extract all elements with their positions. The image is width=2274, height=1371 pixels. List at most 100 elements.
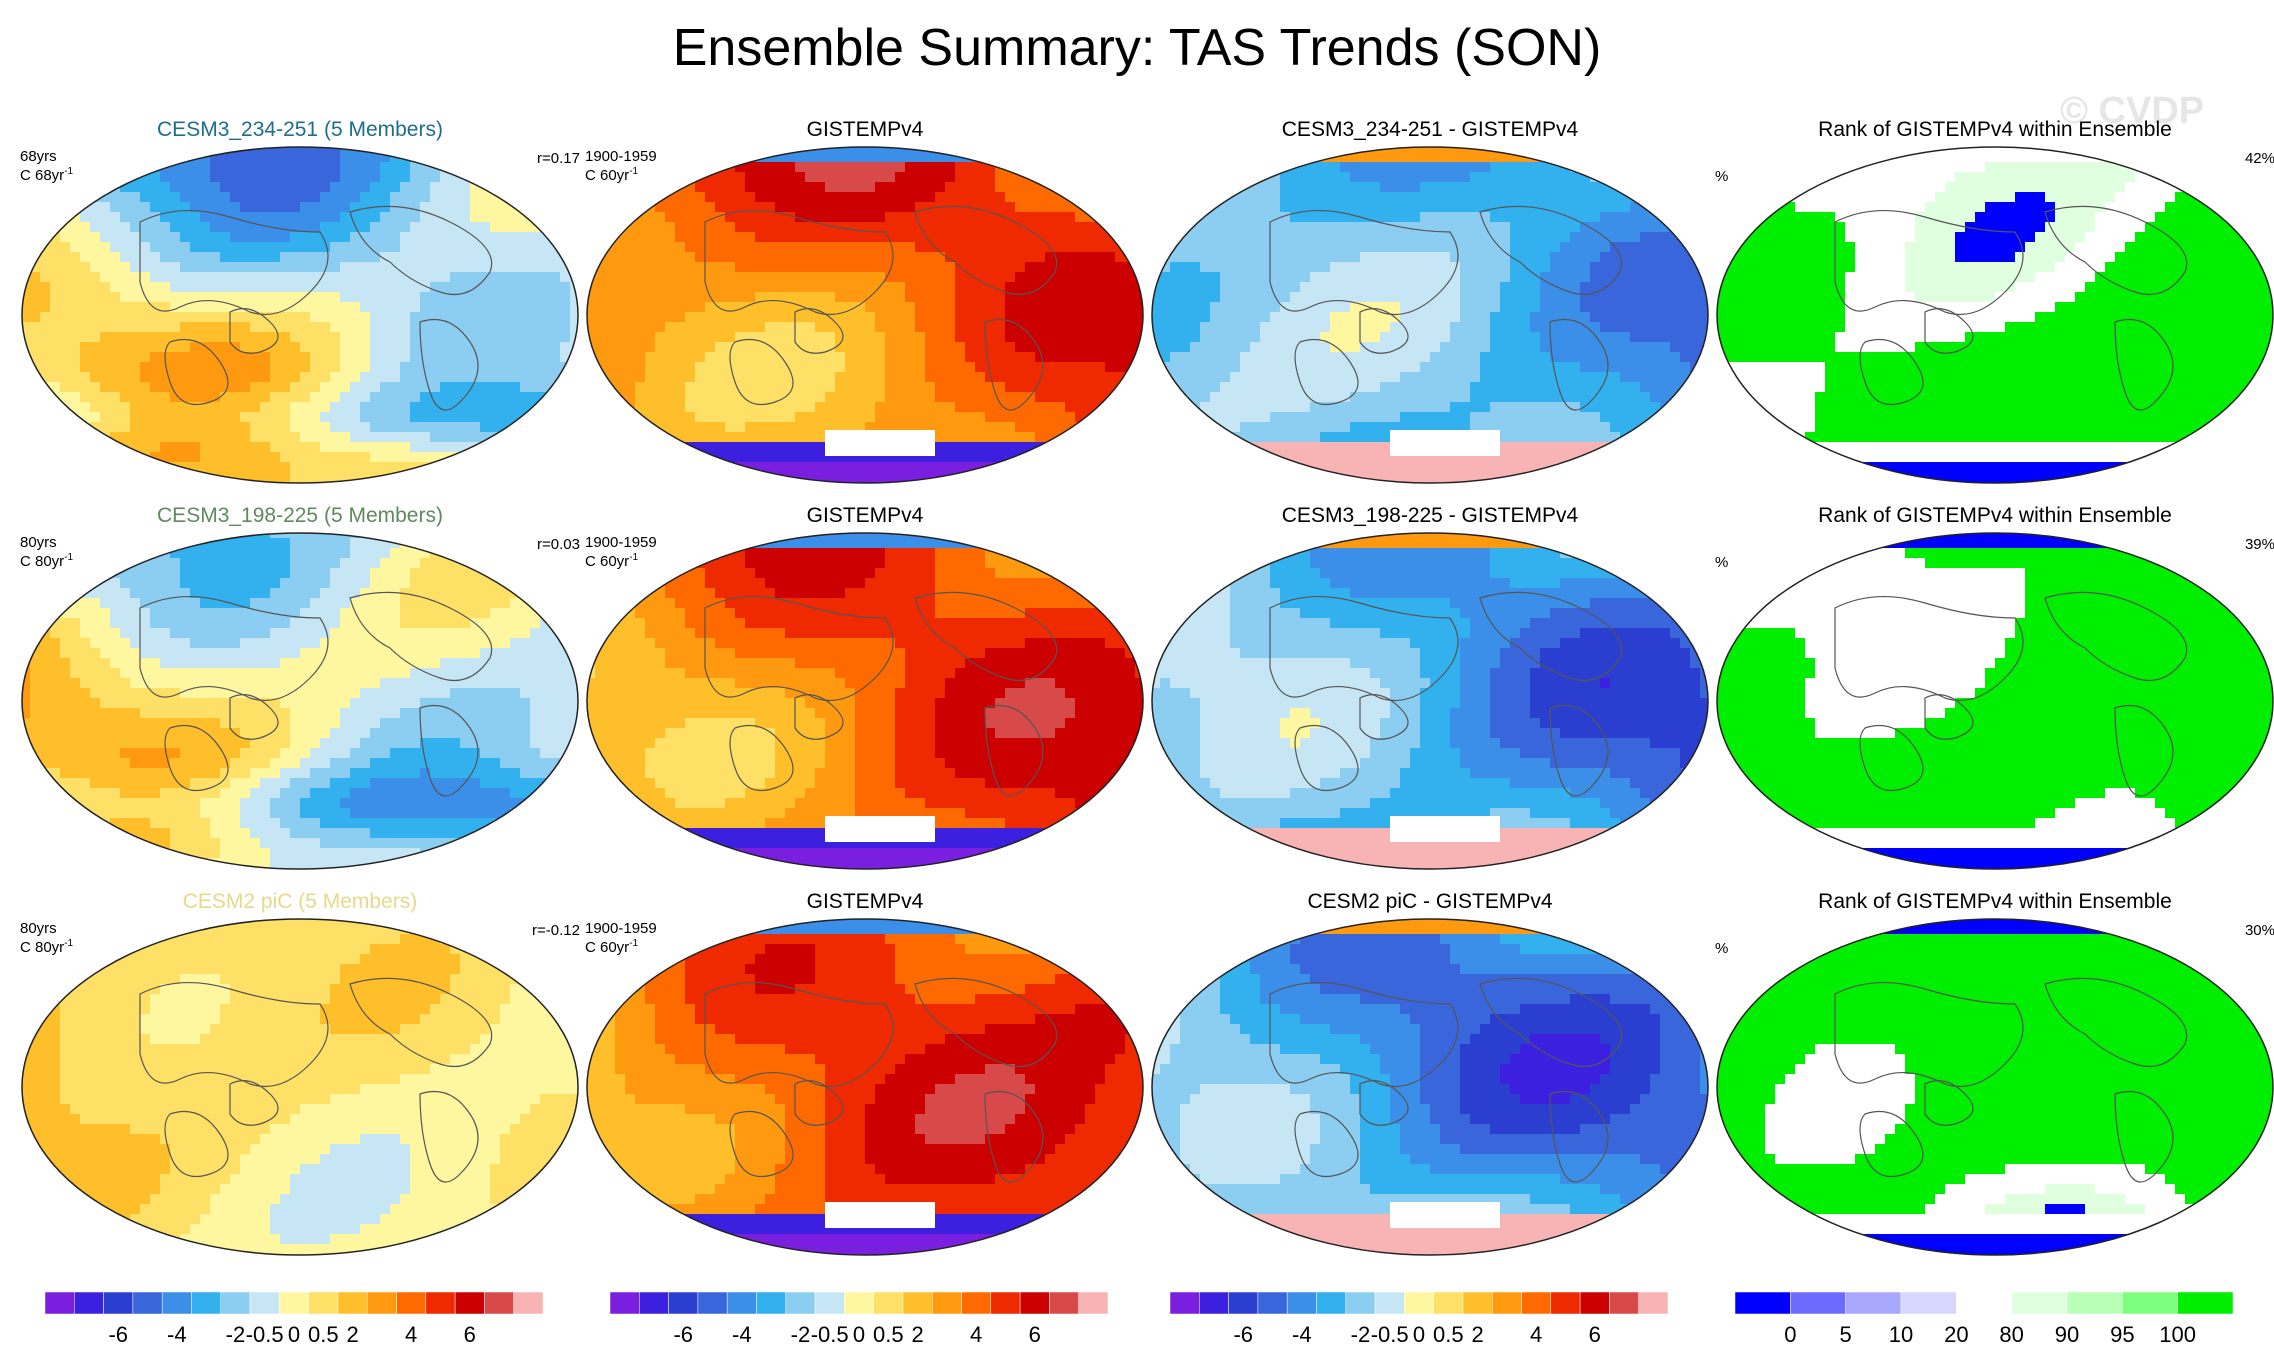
field-cell xyxy=(30,242,41,253)
field-cell xyxy=(1230,202,1241,213)
field-cell xyxy=(1095,382,1106,393)
field-cell xyxy=(480,482,491,488)
field-cell xyxy=(1300,182,1311,193)
field-cell xyxy=(975,192,986,203)
field-cell xyxy=(1190,312,1201,323)
field-cell xyxy=(250,292,261,303)
field-cell xyxy=(300,362,311,373)
field-cell xyxy=(1065,442,1076,453)
field-cell xyxy=(715,362,726,373)
field-cell xyxy=(1075,362,1086,373)
field-cell xyxy=(1075,342,1086,353)
field-cell xyxy=(570,162,580,173)
field-cell xyxy=(1190,242,1201,253)
field-cell xyxy=(875,412,886,423)
field-cell xyxy=(360,332,371,343)
field-cell xyxy=(240,292,251,303)
field-cell xyxy=(725,332,736,343)
field-cell xyxy=(1200,282,1211,293)
field-cell xyxy=(470,422,481,433)
field-cell xyxy=(150,202,161,213)
field-cell xyxy=(320,472,331,483)
field-cell xyxy=(250,462,261,473)
field-cell xyxy=(1210,312,1221,323)
field-cell xyxy=(140,162,151,173)
figure-title: Ensemble Summary: TAS Trends (SON) xyxy=(0,18,2274,78)
field-cell xyxy=(1670,212,1681,223)
field-cell xyxy=(150,412,161,423)
field-cell xyxy=(340,402,351,413)
field-cell xyxy=(685,262,696,273)
field-cell xyxy=(1660,182,1671,193)
field-cell xyxy=(1065,152,1076,163)
field-cell xyxy=(420,402,431,413)
field-cell xyxy=(705,262,716,273)
field-cell xyxy=(925,342,936,353)
field-cell xyxy=(1240,322,1251,333)
field-cell xyxy=(90,252,101,263)
field-cell xyxy=(330,442,341,453)
field-cell xyxy=(1015,192,1026,203)
field-cell xyxy=(20,242,31,253)
field-cell xyxy=(1400,182,1411,193)
field-cell xyxy=(1420,172,1431,183)
field-cell xyxy=(410,182,421,193)
field-cell xyxy=(100,182,111,193)
field-cell xyxy=(490,322,501,333)
field-cell xyxy=(340,372,351,383)
field-cell xyxy=(735,172,746,183)
field-cell xyxy=(1035,252,1046,263)
field-cell xyxy=(1075,392,1086,403)
field-cell xyxy=(440,322,451,333)
field-cell xyxy=(905,292,916,303)
field-cell xyxy=(1390,322,1401,333)
field-cell xyxy=(400,442,411,453)
field-cell xyxy=(210,142,221,153)
field-cell xyxy=(865,232,876,243)
field-cell xyxy=(1360,182,1371,193)
field-cell xyxy=(340,432,351,443)
field-cell xyxy=(955,222,966,233)
field-cell xyxy=(350,182,361,193)
field-cell xyxy=(310,472,321,483)
field-cell xyxy=(1340,192,1351,203)
field-cell xyxy=(260,382,271,393)
field-cell xyxy=(745,422,756,433)
field-cell xyxy=(1075,402,1086,413)
field-cell xyxy=(1075,172,1086,183)
field-cell xyxy=(945,482,956,488)
field-cell xyxy=(685,212,696,223)
field-cell xyxy=(1240,212,1251,223)
field-cell xyxy=(250,142,261,153)
field-cell xyxy=(290,192,301,203)
field-cell xyxy=(280,202,291,213)
field-cell xyxy=(655,162,666,173)
field-cell xyxy=(160,432,171,443)
field-cell xyxy=(1160,152,1171,163)
field-cell xyxy=(875,322,886,333)
field-cell xyxy=(1180,202,1191,213)
field-cell xyxy=(675,452,686,463)
field-cell xyxy=(685,462,696,473)
field-cell xyxy=(1290,262,1301,273)
field-cell xyxy=(280,322,291,333)
field-cell xyxy=(745,412,756,423)
field-cell xyxy=(1115,432,1126,443)
field-cell xyxy=(1590,192,1601,203)
field-cell xyxy=(1065,322,1076,333)
field-cell xyxy=(645,142,656,153)
field-cell xyxy=(1400,162,1411,173)
field-cell xyxy=(1610,192,1621,203)
field-cell xyxy=(110,232,121,243)
field-cell xyxy=(120,202,131,213)
field-cell xyxy=(400,242,411,253)
field-cell xyxy=(370,312,381,323)
field-cell xyxy=(705,162,716,173)
field-cell xyxy=(945,392,956,403)
field-cell xyxy=(510,152,521,163)
field-cell xyxy=(120,312,131,323)
field-cell xyxy=(1570,152,1581,163)
field-cell xyxy=(655,442,666,453)
field-cell xyxy=(1300,262,1311,273)
field-cell xyxy=(100,372,111,383)
